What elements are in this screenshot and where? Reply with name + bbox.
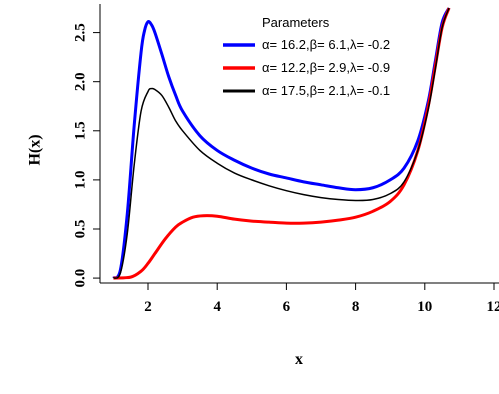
y-tick-label: 2.0 — [72, 72, 88, 91]
legend-entry-label: α= 17.5,β= 2.1,λ= -0.1 — [262, 83, 390, 98]
y-tick-label: 2.5 — [72, 23, 88, 42]
legend-entry-label: α= 16.2,β= 6.1,λ= -0.2 — [262, 37, 390, 52]
x-tick-label: 12 — [487, 299, 499, 315]
axes: 2 4 6 8 10 12 0.0 0.5 1.0 1.5 2.0 2.5 x H(x) — [27, 4, 499, 368]
x-tick-label: 8 — [352, 299, 360, 315]
legend-entry-label: α= 12.2,β= 2.9,λ= -0.9 — [262, 60, 390, 75]
y-tick-label: 1.0 — [72, 171, 88, 190]
y-tick-label: 0.0 — [72, 269, 88, 288]
legend: Parameters α= 16.2,β= 6.1,λ= -0.2 α= 12.2,… — [223, 15, 390, 98]
x-tick-label: 10 — [417, 299, 432, 315]
series-line-black — [112, 7, 450, 279]
y-axis-title: H(x) — [27, 134, 44, 165]
series-layer — [112, 7, 451, 280]
legend-title: Parameters — [262, 15, 330, 30]
x-axis-title: x — [295, 351, 303, 368]
series-line-blue — [112, 7, 451, 280]
x-tick-label: 2 — [144, 299, 152, 315]
y-tick-label: 1.5 — [72, 121, 88, 140]
y-tick-label: 0.5 — [72, 220, 88, 239]
x-tick-label: 4 — [213, 299, 221, 315]
x-tick-label: 6 — [283, 299, 291, 315]
